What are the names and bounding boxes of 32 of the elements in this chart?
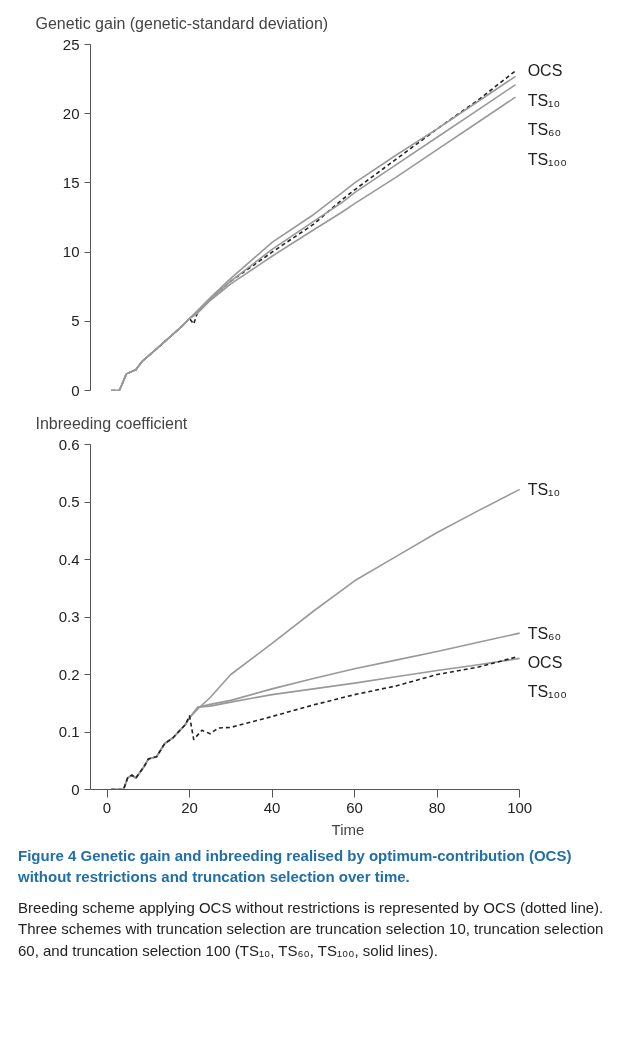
- x-tick-label: 0: [102, 798, 112, 816]
- x-tick-label: 80: [428, 798, 446, 816]
- y-tick-label: 10: [62, 243, 80, 261]
- y-tick-label: 25: [62, 35, 80, 53]
- y-tick-label: 0.1: [58, 723, 80, 740]
- y-tick-label: 0.6: [58, 435, 80, 453]
- series-label: TS₁₀: [527, 91, 561, 109]
- x-tick-label: 20: [181, 798, 198, 816]
- y-axis-title: Genetic gain (genetic-standard deviation): [35, 15, 329, 32]
- y-tick-label: 20: [62, 104, 80, 122]
- text: TS₆₀: [527, 121, 562, 139]
- y-tick-label: 0.2: [58, 665, 80, 683]
- x-tick-label: 100: [507, 798, 533, 816]
- y-tick-label: 0.3: [58, 608, 80, 625]
- x-tick-label: 60: [346, 798, 363, 816]
- y-tick-label: 0.4: [58, 550, 80, 568]
- x-axis-title: Time: [331, 820, 365, 838]
- y-tick-label: 0: [71, 780, 80, 798]
- text: TS₁₀₀: [527, 150, 567, 168]
- text: Breeding scheme applying OCS without restrictions is represented by OCS (dotted line). Three schemes with truncation selection are truncation selection 10, truncation selection 60, and truncation selection 100 (TS₁₀, TS₆₀, TS₁₀₀, solid lines).: [18, 899, 604, 959]
- series-label: OCS: [527, 62, 563, 80]
- caption: Figure 4 Genetic gain and inbreeding realised by optimum-contribution (OCS) without restrictions and truncation selection over time.: [18, 847, 572, 886]
- y-tick-label: 5: [71, 312, 80, 330]
- x-tick-label: 40: [263, 798, 281, 816]
- series-label: TS₁₀: [527, 480, 561, 498]
- y-tick-label: 0.5: [58, 493, 80, 510]
- y-axis-title: Inbreeding coefficient: [35, 415, 188, 432]
- series-label: TS₆₀: [527, 624, 562, 642]
- y-tick-label: 0: [71, 381, 80, 399]
- series-label: OCS: [527, 653, 563, 671]
- y-tick-label: 15: [62, 173, 80, 191]
- series-label: TS₁₀₀: [527, 683, 567, 701]
